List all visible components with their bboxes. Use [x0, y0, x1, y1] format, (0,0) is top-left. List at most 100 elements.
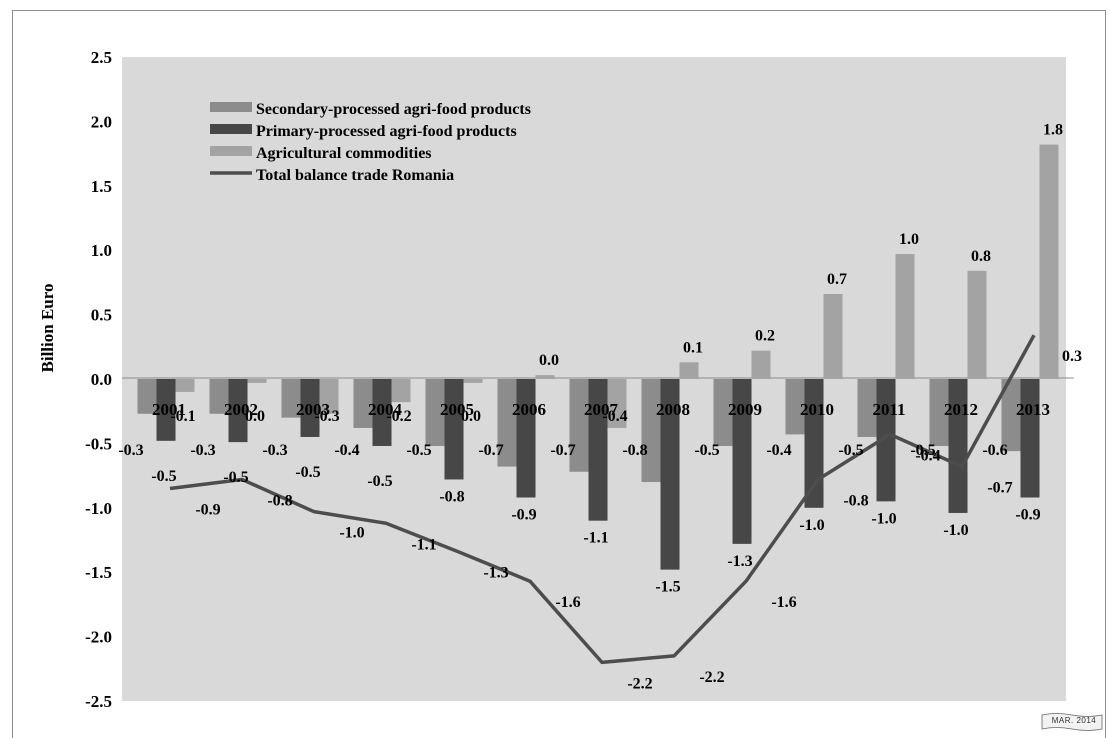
- y-tick-label: -2.5: [85, 692, 112, 711]
- data-label: -0.8: [622, 442, 647, 459]
- bar: [372, 379, 392, 446]
- line-data-label: -1.1: [411, 536, 436, 553]
- data-label: -0.1: [170, 408, 195, 425]
- bar: [876, 379, 896, 502]
- legend-label: Primary-processed agri-food products: [256, 123, 517, 140]
- line-data-label: -0.4: [915, 447, 940, 464]
- line-data-label: -1.0: [339, 525, 364, 542]
- bar-layer: [137, 144, 1059, 570]
- line-layer: [169, 334, 1036, 665]
- y-tick-label: 1.0: [91, 241, 112, 260]
- data-label: -1.0: [943, 522, 968, 539]
- x-tick-label: 2005: [440, 400, 474, 419]
- data-label: -0.5: [367, 473, 392, 490]
- bar: [588, 379, 608, 521]
- data-label: -0.8: [439, 488, 464, 505]
- chart-frame: [12, 10, 1106, 738]
- date-stamp-flag-icon: [1041, 713, 1103, 731]
- data-label: -0.3: [190, 442, 215, 459]
- y-axis-label: Billion Euro: [38, 284, 57, 373]
- data-label: 0.0: [461, 408, 481, 425]
- x-tick-label: 2002: [224, 400, 258, 419]
- bar: [425, 379, 445, 446]
- bar: [679, 362, 699, 379]
- bar: [895, 254, 915, 379]
- data-label: 0.0: [245, 408, 265, 425]
- data-label: -0.2: [386, 408, 411, 425]
- data-label: -0.5: [406, 442, 431, 459]
- y-tick-label: 2.0: [91, 112, 112, 131]
- x-tick-label: 2011: [872, 400, 905, 419]
- bar: [391, 379, 411, 403]
- data-label: -0.3: [118, 442, 143, 459]
- bar: [156, 379, 176, 441]
- data-label: -1.5: [655, 579, 680, 596]
- data-label: -0.4: [766, 442, 791, 459]
- bar: [785, 379, 805, 435]
- data-label: -0.9: [1015, 506, 1040, 523]
- line-data-label: 0.3: [1062, 348, 1082, 365]
- bar: [535, 375, 555, 379]
- x-tick-label: 2003: [296, 400, 330, 419]
- x-tick-label: 2008: [656, 400, 690, 419]
- line-data-label: -2.2: [627, 675, 652, 692]
- y-tick-label: 0.5: [91, 306, 112, 325]
- data-label: -1.0: [799, 517, 824, 534]
- y-tick-label: 1.5: [91, 177, 112, 196]
- bar: [660, 379, 680, 570]
- data-label: -1.3: [727, 553, 752, 570]
- data-label: -0.5: [151, 468, 176, 485]
- total-balance-line: [169, 334, 1036, 665]
- data-label: 1.8: [1043, 122, 1063, 139]
- line-data-label: -2.2: [699, 669, 724, 686]
- y-tick-label: -0.5: [85, 434, 112, 453]
- bar: [444, 379, 464, 480]
- bar: [319, 379, 339, 414]
- data-label: -0.5: [838, 442, 863, 459]
- bar: [857, 379, 877, 437]
- legend-swatch: [210, 146, 252, 156]
- bar: [713, 379, 733, 446]
- x-tick-label: 2001: [152, 400, 186, 419]
- bar: [300, 379, 320, 437]
- bar: [967, 270, 987, 379]
- bar: [751, 350, 771, 379]
- data-label: -0.7: [550, 442, 575, 459]
- x-tick-label: 2004: [368, 400, 403, 419]
- data-label: -0.5: [223, 469, 248, 486]
- x-tick-label: 2013: [1016, 400, 1050, 419]
- data-label: -0.3: [262, 442, 287, 459]
- data-label: 0.0: [539, 352, 559, 369]
- line-data-label: -0.8: [267, 492, 292, 509]
- line-data-label: -1.3: [483, 565, 508, 582]
- y-tick-label: 2.5: [91, 48, 112, 67]
- x-tick-label: 2007: [584, 400, 619, 419]
- legend-label: Secondary-processed agri-food products: [256, 101, 531, 118]
- date-stamp: MAR. 2014: [1051, 716, 1097, 725]
- bar: [353, 379, 373, 428]
- bar: [804, 379, 824, 508]
- bar: [641, 379, 661, 483]
- bar: [137, 379, 157, 414]
- bar: [823, 293, 843, 379]
- x-tick-label: 2009: [728, 400, 762, 419]
- data-label: -0.4: [602, 408, 627, 425]
- bar: [463, 379, 483, 383]
- y-tick-label: -1.5: [85, 563, 112, 582]
- bar: [209, 379, 229, 414]
- y-tick-labels: 2.5 2.0 1.5 1.0 0.5 0.0 -0.5 -1.0 -1.5 -2.0 -2.5: [85, 48, 112, 711]
- data-label: -0.5: [694, 442, 719, 459]
- bar: [497, 379, 517, 467]
- x-tick-labels: 2001 2002 2003 2004 2005 2006 2007 2008 2009 2010…: [152, 400, 1050, 419]
- legend-label: Agricultural commodities: [256, 145, 432, 162]
- line-data-label: -0.9: [195, 501, 220, 518]
- data-label: -1.0: [871, 510, 896, 527]
- bar: [247, 379, 267, 383]
- bar: [732, 379, 752, 544]
- legend: Secondary-processed agri-food products Pr…: [210, 101, 531, 184]
- legend-swatch: [210, 102, 252, 112]
- bar: [569, 379, 589, 472]
- x-tick-label: 2012: [944, 400, 978, 419]
- bar: [281, 379, 301, 418]
- bar: [1001, 379, 1021, 452]
